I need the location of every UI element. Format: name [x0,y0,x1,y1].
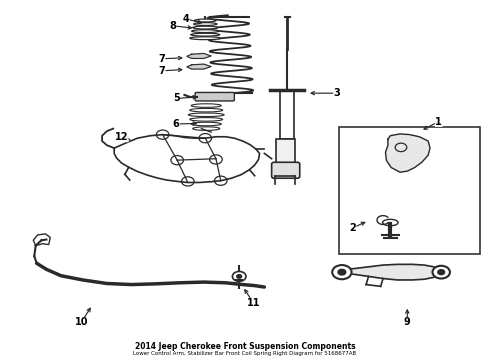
Ellipse shape [191,104,221,107]
Circle shape [433,266,450,279]
Ellipse shape [192,30,219,32]
Circle shape [338,269,346,275]
Text: 3: 3 [334,88,341,98]
Text: 7: 7 [158,54,165,64]
Ellipse shape [190,108,223,112]
Ellipse shape [190,37,221,40]
Ellipse shape [191,33,220,36]
Text: 11: 11 [247,298,261,309]
Text: 2014 Jeep Cherokee Front Suspension Components: 2014 Jeep Cherokee Front Suspension Comp… [135,342,355,351]
Text: 2: 2 [349,223,356,233]
Text: 9: 9 [404,318,411,328]
Text: 7: 7 [158,66,165,76]
Text: 1: 1 [436,117,442,126]
Circle shape [237,275,242,278]
Polygon shape [187,54,211,58]
FancyBboxPatch shape [195,93,234,101]
Ellipse shape [188,113,224,117]
Polygon shape [187,64,211,69]
Text: 5: 5 [173,94,179,103]
Ellipse shape [193,127,220,130]
FancyBboxPatch shape [271,162,300,178]
Text: 4: 4 [182,14,189,24]
Ellipse shape [190,118,223,121]
Bar [276,139,295,166]
Text: Lower Control Arm, Stabilizer Bar Front Coil Spring Right Diagram for 5168677AB: Lower Control Arm, Stabilizer Bar Front … [133,351,357,356]
Ellipse shape [191,122,221,126]
Text: 10: 10 [74,318,88,328]
Polygon shape [342,264,441,280]
Bar [340,127,480,255]
Circle shape [438,270,444,275]
Ellipse shape [195,19,216,22]
Polygon shape [386,134,430,172]
Ellipse shape [193,26,218,29]
Text: 12: 12 [115,132,128,142]
Text: 8: 8 [169,21,176,31]
Text: 6: 6 [173,119,179,129]
Ellipse shape [194,23,217,26]
Circle shape [332,265,352,279]
